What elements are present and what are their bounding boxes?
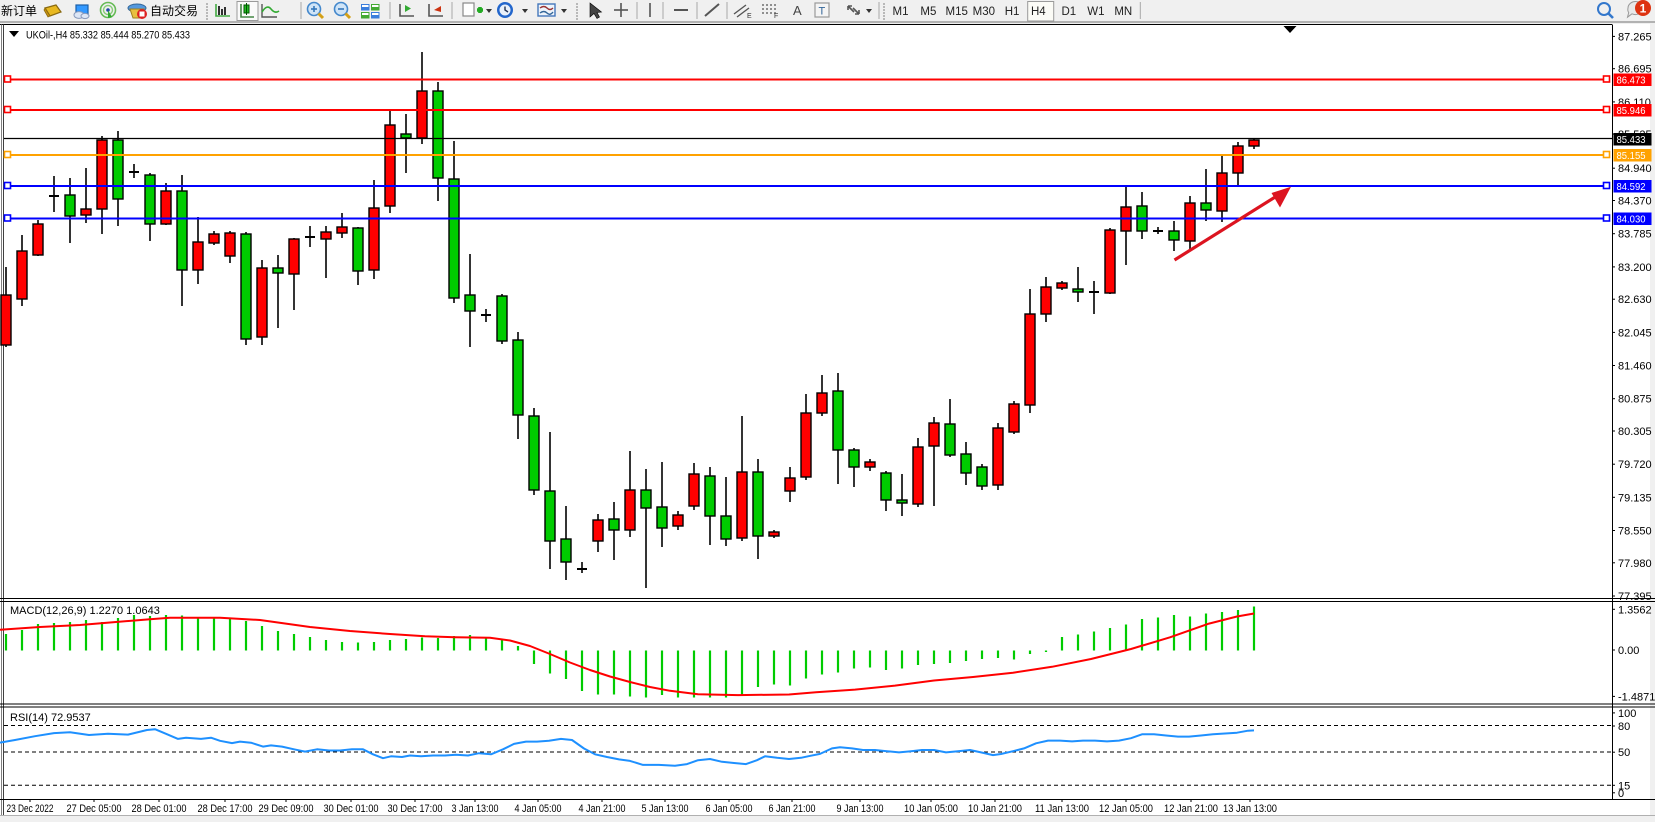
svg-text:100: 100: [1618, 708, 1636, 720]
svg-text:81.460: 81.460: [1618, 361, 1652, 373]
svg-text:79.135: 79.135: [1618, 492, 1652, 504]
svg-text:0.00: 0.00: [1618, 645, 1639, 657]
svg-text:87.265: 87.265: [1618, 31, 1652, 43]
svg-text:82.045: 82.045: [1618, 327, 1652, 339]
svg-text:12 Jan 21:00: 12 Jan 21:00: [1164, 803, 1218, 815]
svg-text:1: 1: [1640, 2, 1647, 16]
svg-text:50: 50: [1618, 747, 1630, 759]
svg-text:-1.4871: -1.4871: [1618, 691, 1655, 703]
svg-text:77.980: 77.980: [1618, 558, 1652, 570]
svg-text:6 Jan 21:00: 6 Jan 21:00: [769, 803, 816, 815]
svg-text:86.473: 86.473: [1617, 75, 1646, 87]
svg-text:84.592: 84.592: [1617, 181, 1646, 193]
svg-text:12 Jan 05:00: 12 Jan 05:00: [1099, 803, 1153, 815]
svg-text:1.3562: 1.3562: [1618, 604, 1652, 616]
svg-text:83.785: 83.785: [1618, 229, 1652, 241]
svg-text:30 Dec 01:00: 30 Dec 01:00: [324, 803, 379, 815]
svg-text:79.720: 79.720: [1618, 459, 1652, 471]
svg-text:4 Jan 21:00: 4 Jan 21:00: [579, 803, 626, 815]
svg-text:80.875: 80.875: [1618, 394, 1652, 406]
svg-text:23 Dec 2022: 23 Dec 2022: [7, 803, 54, 815]
svg-text:A: A: [793, 3, 802, 18]
svg-text:自动交易: 自动交易: [150, 3, 198, 18]
svg-text:E: E: [747, 13, 752, 20]
svg-text:RSI(14) 72.9537: RSI(14) 72.9537: [10, 712, 91, 724]
svg-text:MACD(12,26,9) 1.2270 1.0643: MACD(12,26,9) 1.2270 1.0643: [10, 605, 160, 617]
svg-text:3 Jan 13:00: 3 Jan 13:00: [452, 803, 499, 815]
svg-text:86.695: 86.695: [1618, 64, 1652, 76]
svg-text:新订单: 新订单: [1, 3, 37, 18]
svg-text:W1: W1: [1087, 6, 1104, 18]
svg-text:11 Jan 13:00: 11 Jan 13:00: [1035, 803, 1089, 815]
svg-text:M15: M15: [946, 6, 968, 18]
svg-text:83.200: 83.200: [1618, 262, 1652, 274]
svg-text:27 Dec 05:00: 27 Dec 05:00: [67, 803, 122, 815]
svg-text:85.155: 85.155: [1617, 150, 1646, 162]
svg-text:84.030: 84.030: [1617, 214, 1646, 226]
svg-text:78.550: 78.550: [1618, 526, 1652, 538]
svg-text:10 Jan 21:00: 10 Jan 21:00: [968, 803, 1022, 815]
svg-text:77.395: 77.395: [1618, 591, 1652, 603]
svg-text:85.946: 85.946: [1617, 105, 1646, 117]
svg-text:15: 15: [1618, 780, 1630, 792]
svg-text:85.433: 85.433: [1617, 134, 1646, 146]
svg-text:F: F: [774, 13, 778, 20]
svg-text:M1: M1: [893, 6, 909, 18]
svg-text:M5: M5: [920, 6, 936, 18]
svg-text:28 Dec 01:00: 28 Dec 01:00: [132, 803, 187, 815]
svg-text:H4: H4: [1031, 6, 1046, 18]
svg-text:6 Jan 05:00: 6 Jan 05:00: [706, 803, 753, 815]
svg-text:H1: H1: [1005, 6, 1020, 18]
svg-text:84.940: 84.940: [1618, 163, 1652, 175]
svg-text:UKOil-,H4 85.332 85.444 85.27: UKOil-,H4 85.332 85.444 85.270 85.433: [26, 30, 190, 42]
svg-text:13 Jan 13:00: 13 Jan 13:00: [1223, 803, 1277, 815]
svg-text:0: 0: [1618, 788, 1624, 800]
svg-text:10 Jan 05:00: 10 Jan 05:00: [904, 803, 958, 815]
svg-text:82.630: 82.630: [1618, 294, 1652, 306]
svg-text:80: 80: [1618, 721, 1630, 733]
svg-text:28 Dec 17:00: 28 Dec 17:00: [198, 803, 253, 815]
svg-text:T: T: [819, 6, 826, 18]
svg-text:84.370: 84.370: [1618, 196, 1652, 208]
svg-text:9 Jan 13:00: 9 Jan 13:00: [837, 803, 884, 815]
svg-text:29 Dec 09:00: 29 Dec 09:00: [259, 803, 314, 815]
svg-text:M30: M30: [973, 6, 995, 18]
svg-text:4 Jan 05:00: 4 Jan 05:00: [515, 803, 562, 815]
svg-text:30 Dec 17:00: 30 Dec 17:00: [388, 803, 443, 815]
svg-text:MN: MN: [1114, 6, 1132, 18]
svg-text:D1: D1: [1061, 6, 1076, 18]
svg-text:80.305: 80.305: [1618, 426, 1652, 438]
svg-text:5 Jan 13:00: 5 Jan 13:00: [642, 803, 689, 815]
